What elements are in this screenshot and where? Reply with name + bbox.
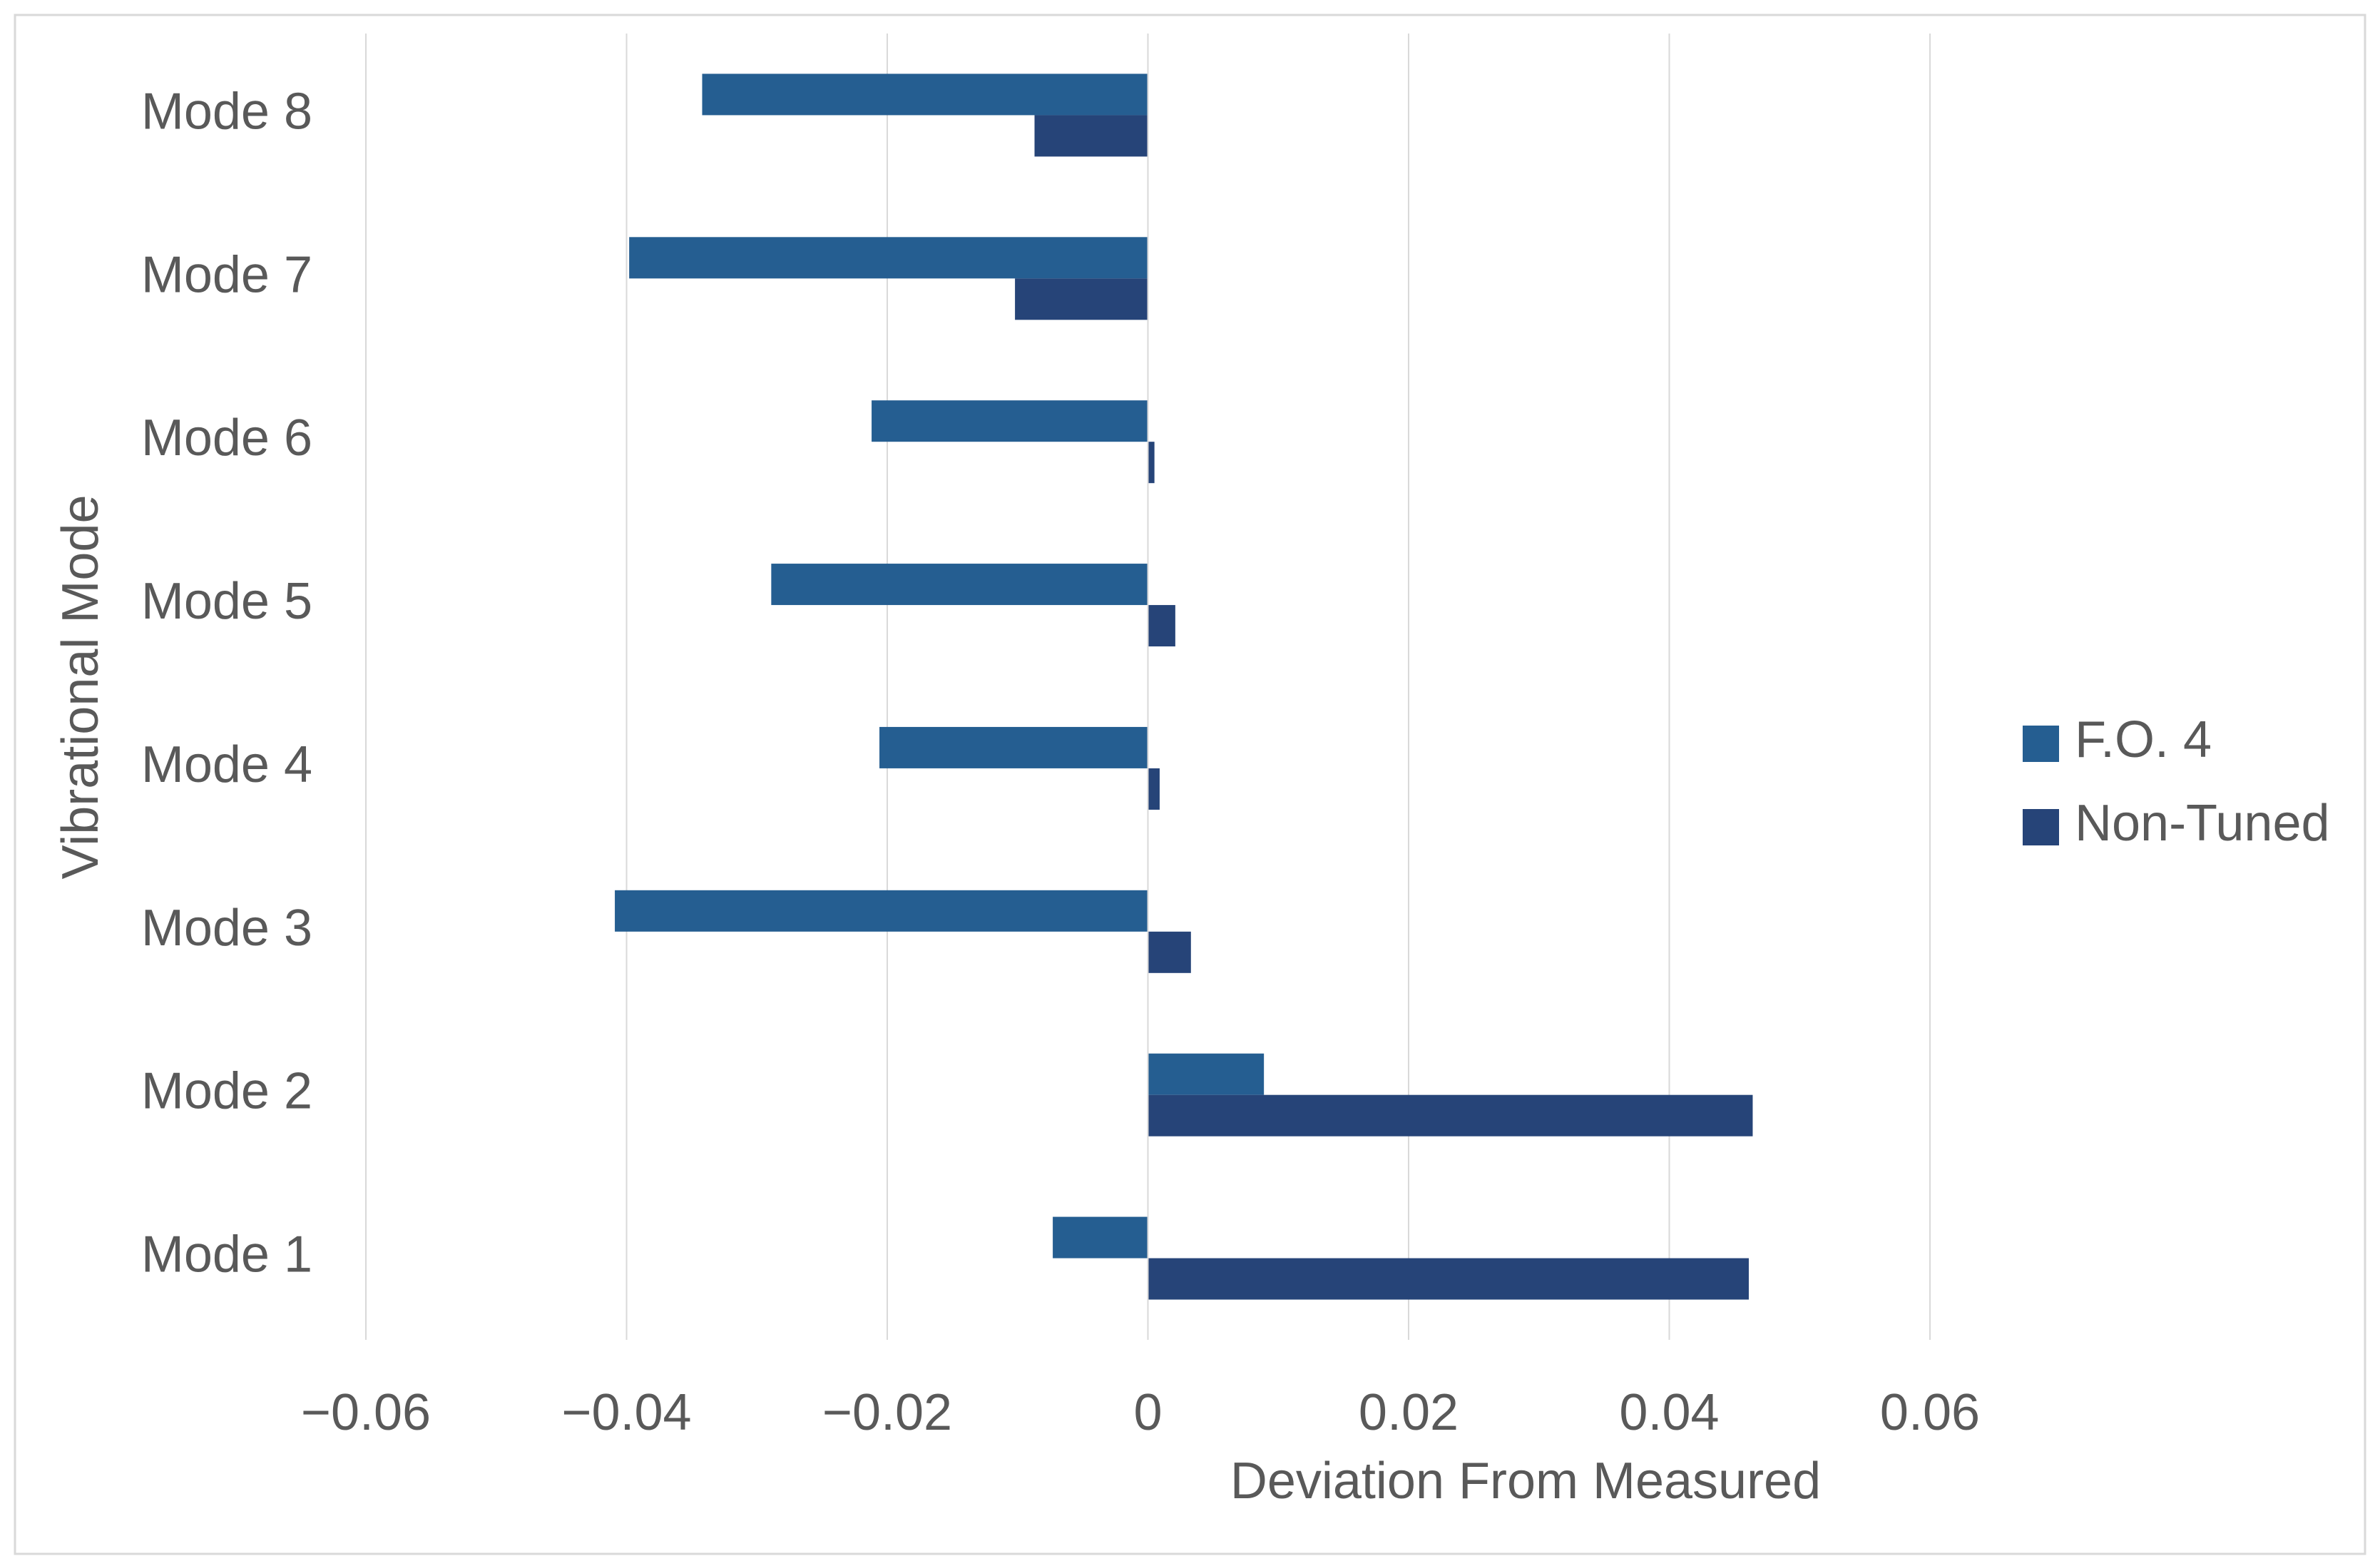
y-tick-label: Mode 1 bbox=[141, 1226, 312, 1283]
x-tick-label: −0.06 bbox=[301, 1384, 431, 1441]
bar bbox=[1034, 115, 1148, 157]
y-tick-label: Mode 4 bbox=[141, 736, 312, 793]
x-tick-label: −0.02 bbox=[822, 1384, 952, 1441]
legend-swatch bbox=[2023, 726, 2059, 762]
legend-swatch bbox=[2023, 809, 2059, 845]
x-tick-label: 0.06 bbox=[1880, 1384, 1980, 1441]
bar bbox=[872, 400, 1148, 442]
x-tick-label: 0.04 bbox=[1619, 1384, 1719, 1441]
bar bbox=[1148, 768, 1160, 810]
bar bbox=[1148, 1258, 1749, 1300]
bar bbox=[771, 564, 1148, 606]
x-axis-title: Deviation From Measured bbox=[1230, 1453, 1821, 1510]
y-tick-label: Mode 3 bbox=[141, 900, 312, 957]
y-axis-title: Vibrational Mode bbox=[52, 494, 109, 879]
x-tick-label: 0.02 bbox=[1359, 1384, 1459, 1441]
bar bbox=[1015, 278, 1148, 320]
y-tick-label: Mode 2 bbox=[141, 1063, 312, 1120]
bar bbox=[615, 890, 1148, 932]
bar bbox=[1053, 1216, 1148, 1259]
bar bbox=[702, 73, 1148, 116]
y-tick-label: Mode 7 bbox=[141, 246, 312, 303]
legend-label: Non-Tuned bbox=[2075, 795, 2330, 852]
bar bbox=[629, 237, 1148, 279]
bar bbox=[1148, 1053, 1265, 1095]
y-tick-label: Mode 5 bbox=[141, 573, 312, 630]
x-tick-label: −0.04 bbox=[561, 1384, 691, 1441]
x-tick-label: 0 bbox=[1133, 1384, 1162, 1441]
legend-label: F.O. 4 bbox=[2075, 711, 2212, 768]
bar bbox=[1148, 1094, 1753, 1137]
y-tick-label: Mode 8 bbox=[141, 83, 312, 140]
bar bbox=[1148, 442, 1155, 484]
y-tick-label: Mode 6 bbox=[141, 410, 312, 467]
bar bbox=[1148, 931, 1191, 973]
bar bbox=[879, 726, 1148, 768]
bar bbox=[1148, 605, 1175, 647]
chart-border bbox=[14, 14, 2366, 1555]
